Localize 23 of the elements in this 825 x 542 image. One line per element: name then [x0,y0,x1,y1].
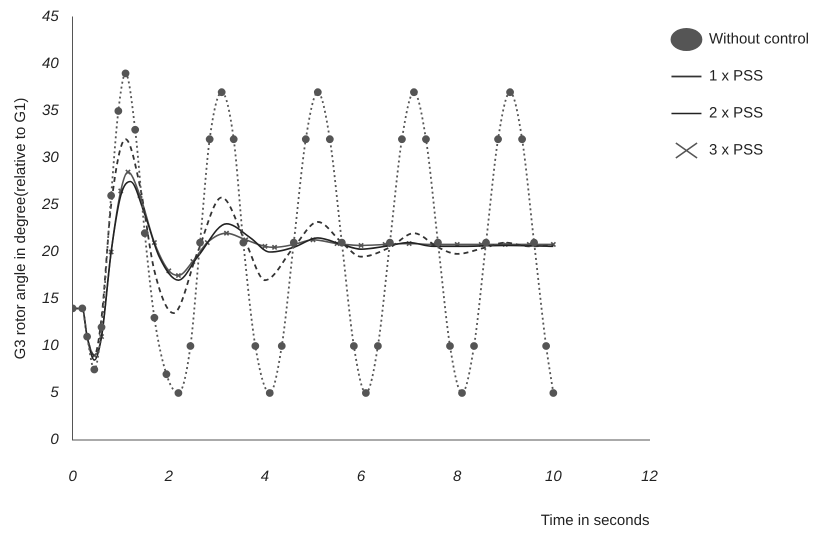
y-tick-label: 5 [50,384,60,402]
y-tick-label: 15 [42,290,60,308]
y-tick-label: 45 [42,8,60,26]
x-tick-label: 12 [641,468,658,486]
y-axis-title: G3 rotor angle in degree(relative to G1) [12,98,30,360]
x-tick-label: 6 [356,468,366,486]
legend-label: 3 x PSS [708,142,764,159]
y-tick-label: 0 [50,431,60,448]
x-tick-label: 4 [260,468,270,486]
y-tick-label: 20 [40,243,60,260]
y-tick-label: 30 [42,149,60,166]
y-tick-label: 40 [42,55,60,72]
x-tick-label: 10 [544,468,562,486]
y-tick-label: 25 [40,196,60,214]
x-tick-label: 8 [453,468,462,486]
y-tick-label: 10 [42,337,60,354]
x-tick-label: 2 [164,468,174,486]
legend-label: 1 x PSS [708,68,764,85]
legend-label: Without control [708,30,810,48]
x-tick-label: 0 [68,468,78,486]
x-axis-title: Time in seconds [540,512,650,530]
y-tick-label: 35 [42,102,60,120]
legend-label: 2 x PSS [708,104,764,122]
